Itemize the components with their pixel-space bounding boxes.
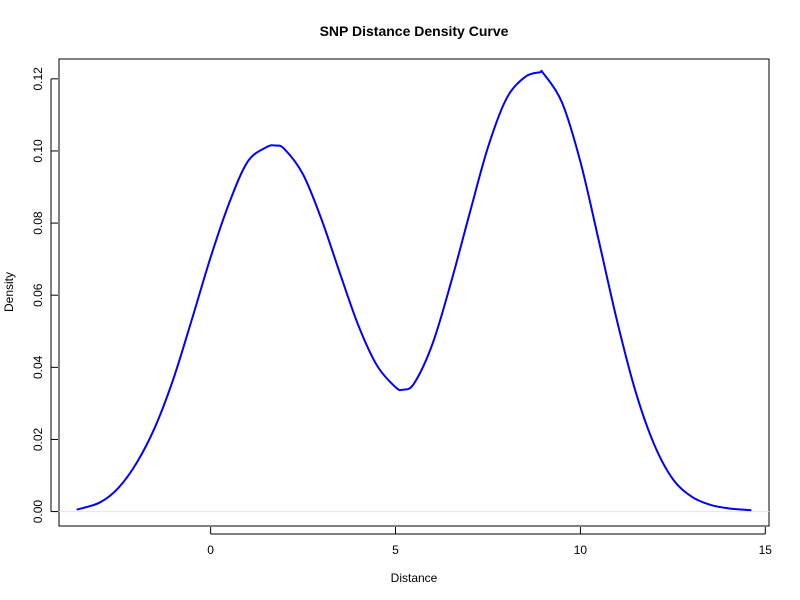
series-layer (76, 69, 752, 512)
y-tick-label: 0.12 (31, 67, 45, 91)
y-tick-label: 0.10 (31, 139, 45, 163)
density-curve-line (76, 69, 752, 512)
y-tick-label: 0.00 (31, 500, 45, 524)
x-tick-label: 5 (392, 543, 399, 557)
y-tick-label: 0.08 (31, 211, 45, 235)
y-tick-label: 0.02 (31, 427, 45, 451)
y-tick-label: 0.04 (31, 355, 45, 379)
x-axis-title: Distance (391, 571, 438, 585)
x-tick-label: 10 (574, 543, 588, 557)
x-tick-label: 15 (759, 543, 773, 557)
x-axis: 0 5 10 15 (207, 527, 772, 557)
x-tick-label: 0 (207, 543, 214, 557)
chart-title: SNP Distance Density Curve (320, 23, 509, 39)
y-tick-label: 0.06 (31, 283, 45, 307)
y-axis: 0.00 0.02 0.04 0.06 0.08 0.10 0.12 (31, 67, 58, 523)
plot-frame (58, 58, 770, 527)
y-axis-title: Density (2, 272, 16, 312)
